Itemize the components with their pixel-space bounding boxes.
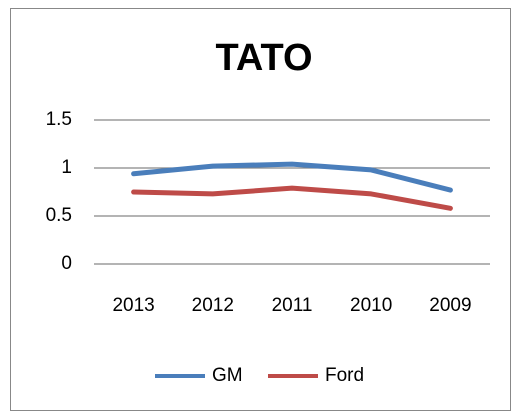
x-tick-label: 2012	[192, 295, 234, 316]
x-tick-label: 2013	[112, 295, 154, 316]
y-tick-label: 1.5	[46, 109, 72, 130]
y-tick-label: 0.5	[46, 205, 72, 226]
x-tick-label: 2011	[272, 295, 313, 316]
series-line	[131, 161, 453, 193]
legend-label: GM	[212, 365, 243, 386]
legend-label: Ford	[325, 365, 364, 386]
y-tick-label: 1	[61, 157, 72, 178]
series-line	[131, 185, 453, 211]
chart-title: TATO	[215, 37, 312, 79]
x-tick-label: 2010	[350, 295, 392, 316]
x-tick-label: 2009	[429, 295, 471, 316]
chart-border	[10, 8, 511, 411]
y-tick-label: 0	[61, 253, 72, 274]
